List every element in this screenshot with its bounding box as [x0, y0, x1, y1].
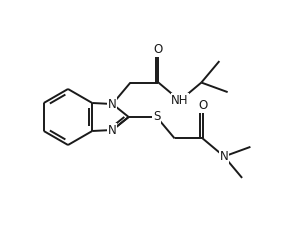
Text: O: O [198, 99, 207, 112]
Text: N: N [108, 124, 117, 136]
Text: S: S [153, 110, 160, 124]
Text: O: O [154, 43, 163, 56]
Text: NH: NH [171, 94, 189, 107]
Text: N: N [220, 150, 229, 163]
Text: N: N [108, 98, 117, 110]
